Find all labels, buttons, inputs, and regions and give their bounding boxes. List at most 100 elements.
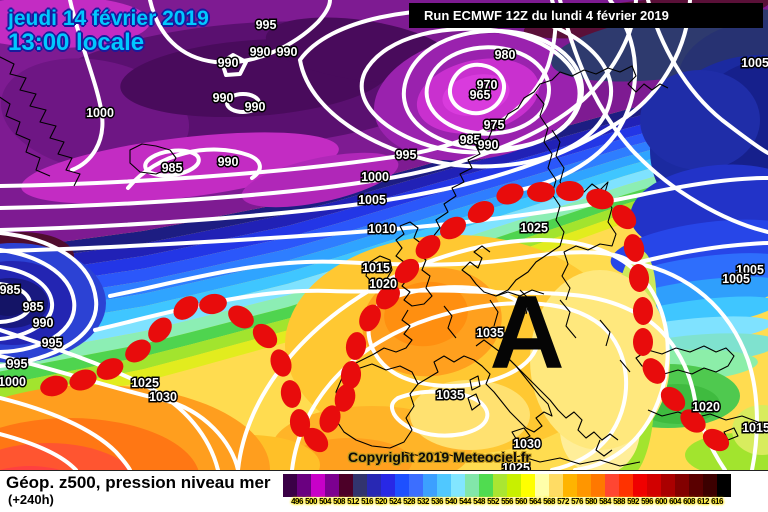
- colorbar-swatch: [493, 474, 507, 497]
- pressure-label: 985: [23, 300, 44, 314]
- front-dot: [394, 258, 420, 284]
- colorbar-value: 572: [557, 497, 569, 506]
- colorbar-value: 592: [627, 497, 639, 506]
- front-dot: [280, 380, 302, 408]
- colorbar-value: 524: [389, 497, 401, 506]
- front-dot: [303, 427, 329, 453]
- pressure-label: 975: [484, 118, 505, 132]
- pressure-label: 995: [42, 336, 63, 350]
- pressure-label: 1035: [476, 326, 504, 340]
- colorbar-value: 500: [305, 497, 317, 506]
- pressure-label: 1000: [86, 106, 114, 120]
- colorbar-value: 604: [669, 497, 681, 506]
- colorbar-value: 504: [319, 497, 331, 506]
- pressure-label: 995: [7, 357, 28, 371]
- colorbar-swatch: [703, 474, 717, 497]
- pressure-label: 980: [495, 48, 516, 62]
- pressure-label: 1030: [149, 390, 177, 404]
- front-dot: [96, 358, 124, 380]
- pressure-label: 1030: [513, 437, 541, 451]
- colorbar-value: 596: [641, 497, 653, 506]
- front-line-dots: [40, 180, 730, 453]
- colorbar-swatch: [423, 474, 437, 497]
- pressure-label: 1025: [131, 376, 159, 390]
- pressure-label: 1005: [722, 272, 750, 286]
- colorbar-value: 516: [361, 497, 373, 506]
- colorbar-swatch: [619, 474, 633, 497]
- pressure-label: 985: [162, 161, 183, 175]
- front-dot: [660, 386, 686, 412]
- front-dot: [319, 405, 341, 433]
- colorbar-swatch: [521, 474, 535, 497]
- front-dot: [632, 297, 654, 325]
- front-dot: [289, 409, 311, 437]
- colorbar-value: 568: [543, 497, 555, 506]
- colorbar-value: 576: [571, 497, 583, 506]
- front-dot: [439, 216, 467, 240]
- front-dot: [40, 375, 68, 397]
- colorbar-value: 584: [599, 497, 611, 506]
- colorbar-swatch: [605, 474, 619, 497]
- colorbar-swatch: [647, 474, 661, 497]
- colorbar-swatch: [549, 474, 563, 497]
- pressure-label: 1020: [692, 400, 720, 414]
- front-dot: [69, 369, 97, 391]
- colorbar-swatch: [311, 474, 325, 497]
- map-time: 13:00 locale: [8, 29, 145, 57]
- colorbar-value: 540: [445, 497, 457, 506]
- pressure-label: 1015: [362, 261, 390, 275]
- legend-strip: Géop. z500, pression niveau mer (+240h) …: [0, 470, 768, 512]
- front-dot: [125, 339, 151, 363]
- colorbar-swatch: [633, 474, 647, 497]
- pressure-label: 990: [478, 138, 499, 152]
- pressure-label: 1000: [0, 375, 26, 389]
- colorbar-swatch: [675, 474, 689, 497]
- colorbar-swatch: [367, 474, 381, 497]
- pressure-label: 995: [396, 148, 417, 162]
- front-dot: [623, 234, 645, 262]
- pressure-label: 1005: [358, 193, 386, 207]
- front-dot: [628, 264, 650, 292]
- colorbar-swatch: [577, 474, 591, 497]
- pressure-label: 965: [470, 88, 491, 102]
- front-dot: [586, 188, 614, 210]
- colorbar-swatch: [451, 474, 465, 497]
- front-dot: [680, 409, 706, 433]
- front-dot: [359, 304, 381, 332]
- colorbar: [283, 474, 731, 497]
- colorbar-swatch: [409, 474, 423, 497]
- map-date: jeudi 14 février 2019: [8, 7, 209, 30]
- front-dot: [148, 317, 172, 343]
- pressure-label: 970: [477, 78, 498, 92]
- front-dot: [556, 180, 584, 202]
- pressure-label: 1025: [502, 461, 530, 470]
- colorbar-value: 588: [613, 497, 625, 506]
- front-dot: [415, 235, 441, 259]
- high-pressure-symbol: A: [489, 275, 564, 391]
- front-dot: [633, 328, 653, 356]
- pressure-label: 1020: [369, 277, 397, 291]
- pressure-label: 990: [218, 56, 239, 70]
- colorbar-value: 608: [683, 497, 695, 506]
- front-dot: [496, 183, 524, 205]
- colorbar-value: 536: [431, 497, 443, 506]
- colorbar-swatch: [717, 474, 731, 497]
- coastlines: [0, 56, 759, 467]
- pressure-label: 1005: [736, 263, 764, 277]
- front-dot: [527, 181, 555, 203]
- pressure-label: 1015: [742, 421, 768, 435]
- colorbar-swatch: [591, 474, 605, 497]
- colorbar-swatch: [535, 474, 549, 497]
- pressure-label: 1000: [361, 170, 389, 184]
- pressure-label: 1010: [368, 222, 396, 236]
- colorbar-swatch: [437, 474, 451, 497]
- colorbar-swatch: [283, 474, 297, 497]
- colorbar-value: 544: [459, 497, 471, 506]
- pressure-label: 990: [218, 155, 239, 169]
- pressure-label: 990: [245, 100, 266, 114]
- front-dot: [228, 305, 254, 329]
- pressure-label: 985: [0, 283, 20, 297]
- colorbar-swatch: [479, 474, 493, 497]
- colorbar-value: 560: [515, 497, 527, 506]
- front-dot: [345, 332, 367, 360]
